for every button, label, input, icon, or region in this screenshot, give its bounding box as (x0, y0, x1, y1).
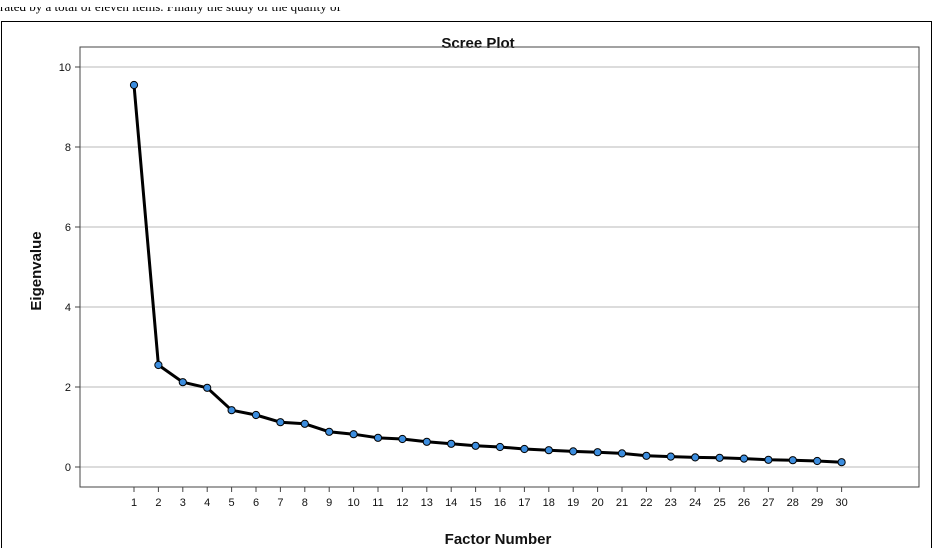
data-point (276, 418, 285, 427)
x-tick-label: 15 (469, 497, 481, 509)
data-point (154, 360, 163, 370)
data-point (691, 453, 700, 462)
x-tick-label: 29 (811, 497, 823, 509)
caption-text: rated by a total of eleven items. Finall… (0, 0, 341, 14)
x-tick-label: 21 (616, 497, 628, 509)
x-tick-label: 24 (689, 497, 701, 509)
x-tick-label: 20 (591, 497, 603, 509)
x-tick-label: 26 (738, 497, 750, 509)
data-point (325, 427, 334, 436)
data-point (300, 419, 309, 428)
data-point (203, 383, 212, 392)
data-point (495, 442, 505, 452)
x-tick-label: 27 (762, 497, 774, 509)
x-tick-label: 2 (155, 497, 161, 509)
data-point (837, 458, 846, 467)
data-point (642, 451, 651, 460)
data-point (447, 439, 456, 448)
x-tick-label: 5 (229, 497, 235, 509)
data-points (129, 80, 846, 467)
data-point (813, 456, 822, 466)
data-point (788, 456, 797, 465)
x-tick-label: 8 (302, 497, 308, 509)
data-point (715, 453, 724, 462)
x-tick-label: 30 (835, 497, 847, 509)
y-tick-label: 8 (65, 142, 71, 154)
x-tick-label: 4 (204, 497, 210, 509)
x-tick-label: 6 (253, 497, 259, 509)
y-axis-ticks: 0 2 4 6 8 10 (59, 62, 80, 474)
x-axis-ticks: 1 2 3 4 5 6 7 8 9 10 11 12 13 14 15 16 17 18 19 20 21 22 23 24 2… (131, 487, 848, 509)
data-point (227, 406, 236, 415)
y-tick-label: 6 (65, 222, 71, 234)
x-tick-label: 18 (543, 497, 555, 509)
chart-frame (1, 21, 932, 548)
plot-area (79, 46, 920, 488)
data-point (593, 448, 602, 457)
data-point (471, 441, 480, 450)
data-point (544, 446, 553, 455)
x-tick-label: 13 (421, 497, 433, 509)
y-tick-label: 4 (65, 302, 71, 314)
gridlines (80, 66, 919, 468)
data-point (349, 430, 358, 439)
y-axis-label: Eigenvalue (28, 231, 45, 310)
x-tick-label: 3 (180, 497, 186, 509)
x-tick-label: 25 (713, 497, 725, 509)
y-tick-label: 10 (59, 62, 71, 74)
data-point (666, 452, 675, 461)
x-tick-label: 14 (445, 497, 457, 509)
x-tick-label: 10 (347, 497, 359, 509)
x-tick-label: 1 (131, 497, 137, 509)
y-tick-label: 2 (65, 382, 71, 394)
data-point (251, 410, 261, 420)
x-tick-label: 12 (396, 497, 408, 509)
y-tick-label: 0 (65, 462, 71, 474)
chart-title: Scree Plot (441, 35, 514, 52)
data-point (739, 454, 749, 463)
x-tick-label: 7 (277, 497, 283, 509)
data-point (569, 447, 578, 456)
data-point (373, 433, 383, 442)
eigenvalue-line (132, 84, 842, 464)
x-tick-label: 11 (372, 497, 383, 509)
data-point (764, 455, 773, 464)
data-point (178, 378, 187, 387)
x-tick-label: 28 (787, 497, 799, 509)
x-tick-label: 23 (665, 497, 677, 509)
x-axis-label: Factor Number (445, 531, 552, 548)
x-tick-label: 22 (640, 497, 652, 509)
data-point (398, 434, 407, 444)
data-point (422, 437, 431, 446)
x-tick-label: 9 (326, 497, 332, 509)
x-tick-label: 17 (518, 497, 530, 509)
x-tick-label: 16 (494, 497, 506, 509)
data-point (520, 444, 529, 454)
data-point (617, 449, 627, 458)
data-point (129, 80, 139, 90)
x-tick-label: 19 (567, 497, 579, 509)
